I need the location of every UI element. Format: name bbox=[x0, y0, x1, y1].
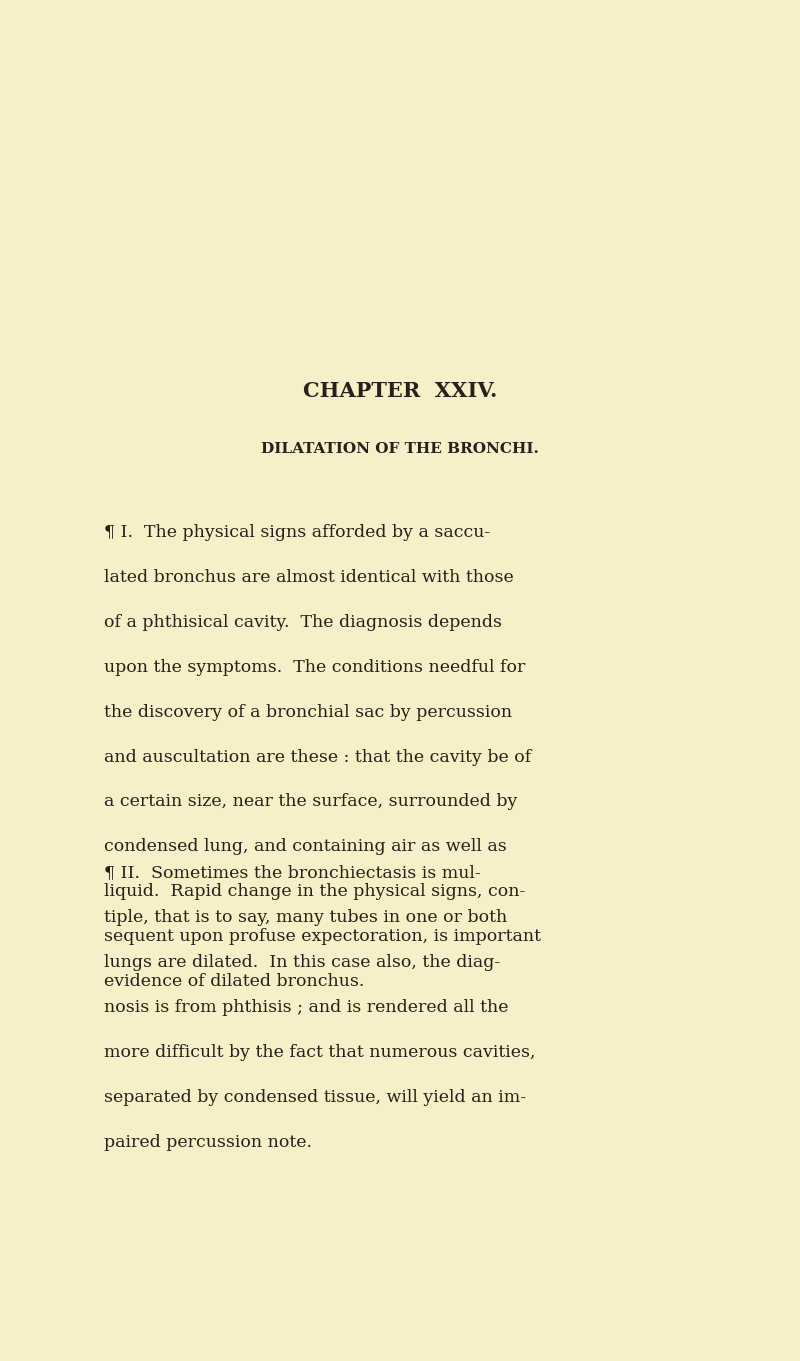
Text: a certain size, near the surface, surrounded by: a certain size, near the surface, surrou… bbox=[104, 793, 518, 810]
Text: upon the symptoms.  The conditions needful for: upon the symptoms. The conditions needfu… bbox=[104, 659, 526, 675]
Text: more difficult by the fact that numerous cavities,: more difficult by the fact that numerous… bbox=[104, 1044, 535, 1060]
Text: evidence of dilated bronchus.: evidence of dilated bronchus. bbox=[104, 973, 364, 989]
Text: and auscultation are these : that the cavity be of: and auscultation are these : that the ca… bbox=[104, 749, 531, 765]
Text: paired percussion note.: paired percussion note. bbox=[104, 1134, 312, 1150]
Text: ¶ II.  Sometimes the bronchiectasis is mul-: ¶ II. Sometimes the bronchiectasis is mu… bbox=[104, 864, 481, 881]
Text: separated by condensed tissue, will yield an im-: separated by condensed tissue, will yiel… bbox=[104, 1089, 526, 1105]
Text: condensed lung, and containing air as well as: condensed lung, and containing air as we… bbox=[104, 838, 506, 855]
Text: lated bronchus are almost identical with those: lated bronchus are almost identical with… bbox=[104, 569, 514, 585]
Text: ¶ I.  The physical signs afforded by a saccu-: ¶ I. The physical signs afforded by a sa… bbox=[104, 524, 490, 540]
Text: DILATATION OF THE BRONCHI.: DILATATION OF THE BRONCHI. bbox=[261, 442, 539, 456]
Text: nosis is from phthisis ; and is rendered all the: nosis is from phthisis ; and is rendered… bbox=[104, 999, 509, 1015]
Text: liquid.  Rapid change in the physical signs, con-: liquid. Rapid change in the physical sig… bbox=[104, 883, 526, 900]
Text: the discovery of a bronchial sac by percussion: the discovery of a bronchial sac by perc… bbox=[104, 704, 512, 720]
Text: lungs are dilated.  In this case also, the diag-: lungs are dilated. In this case also, th… bbox=[104, 954, 500, 970]
Text: of a phthisical cavity.  The diagnosis depends: of a phthisical cavity. The diagnosis de… bbox=[104, 614, 502, 630]
Text: tiple, that is to say, many tubes in one or both: tiple, that is to say, many tubes in one… bbox=[104, 909, 507, 925]
Text: CHAPTER  XXIV.: CHAPTER XXIV. bbox=[303, 381, 497, 401]
Text: sequent upon profuse expectoration, is important: sequent upon profuse expectoration, is i… bbox=[104, 928, 541, 945]
